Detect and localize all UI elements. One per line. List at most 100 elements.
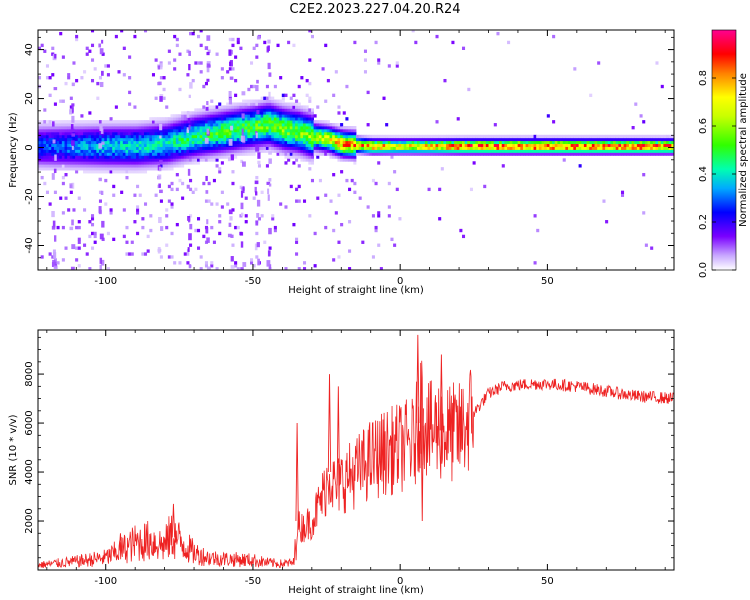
- heatmap-cell: [308, 81, 312, 86]
- heatmap-cell: [271, 143, 275, 147]
- heatmap-cell: [342, 158, 346, 162]
- heatmap-cell: [43, 164, 47, 168]
- heatmap-cell: [348, 267, 352, 270]
- heatmap-cell: [469, 140, 473, 145]
- heatmap-cell: [183, 149, 187, 153]
- heatmap-cell: [236, 131, 240, 136]
- heatmap-cell: [337, 240, 341, 244]
- heatmap-cell: [104, 149, 108, 153]
- heatmap-cell: [141, 217, 145, 221]
- heatmap-cell: [382, 140, 386, 145]
- heatmap-cell: [483, 134, 487, 139]
- heatmap-cell: [247, 114, 251, 118]
- heatmap-cell: [178, 52, 182, 56]
- heatmap-cell: [85, 146, 89, 150]
- heatmap-cell: [144, 143, 148, 147]
- snr-spike: [416, 334, 420, 424]
- heatmap-cell: [382, 152, 386, 156]
- colorbar-label: Normalized spectral amplitude: [738, 73, 749, 227]
- heatmap-cell: [475, 140, 479, 145]
- heatmap-cell: [289, 111, 293, 115]
- heatmap-cell: [170, 149, 174, 153]
- heatmap-cell: [586, 149, 590, 153]
- heatmap-cell: [292, 149, 296, 153]
- heatmap-cell: [281, 134, 285, 139]
- heatmap-cell: [607, 152, 611, 156]
- heatmap-cell: [459, 228, 463, 233]
- heatmap-cell: [199, 140, 203, 145]
- heatmap-cell: [623, 140, 627, 145]
- heatmap-cell: [536, 146, 540, 150]
- heatmap-cell: [77, 126, 81, 130]
- heatmap-cell: [552, 140, 556, 145]
- heatmap-cell: [305, 105, 309, 109]
- heatmap-cell: [175, 161, 179, 165]
- heatmap-cell: [197, 155, 201, 159]
- heatmap-cell: [125, 225, 129, 230]
- heatmap-cell: [40, 158, 44, 162]
- heatmap-cell: [59, 123, 63, 127]
- heatmap-cell: [256, 212, 260, 218]
- heatmap-cell: [560, 149, 564, 153]
- heatmap-cell: [398, 137, 402, 142]
- heatmap-cell: [157, 131, 161, 136]
- heatmap-cell: [546, 152, 550, 156]
- heatmap-cell: [446, 152, 450, 156]
- heatmap-cell: [112, 167, 116, 171]
- heatmap-cell: [173, 67, 177, 71]
- heatmap-cell: [610, 149, 614, 153]
- heatmap-cell: [326, 149, 330, 153]
- heatmap-cell: [334, 211, 338, 215]
- heatmap-cell: [292, 102, 296, 106]
- heatmap-cell: [263, 117, 267, 121]
- heatmap-cell: [427, 140, 431, 145]
- heatmap-cell: [40, 143, 44, 147]
- heatmap-cell: [157, 126, 161, 130]
- heatmap-cell: [353, 161, 357, 165]
- heatmap-cell: [623, 149, 627, 153]
- heatmap-cell: [273, 120, 277, 124]
- heatmap-cell: [385, 152, 389, 156]
- heatmap-cell: [308, 143, 312, 147]
- heatmap-cell: [268, 126, 272, 130]
- heatmap-cell: [255, 117, 259, 121]
- heatmap-cell: [292, 140, 296, 145]
- heatmap-cell: [114, 140, 118, 145]
- heatmap-cell: [159, 131, 163, 136]
- heatmap-cell: [239, 214, 243, 218]
- heatmap-cell: [395, 143, 399, 147]
- heatmap-cell: [419, 152, 423, 156]
- heatmap-cell: [186, 137, 190, 142]
- heatmap-cell: [218, 155, 222, 159]
- heatmap-cell: [525, 146, 529, 150]
- heatmap-cell: [250, 108, 254, 112]
- heatmap-cell: [64, 131, 68, 136]
- heatmap-cell: [305, 158, 309, 162]
- heatmap-cell: [52, 121, 55, 127]
- heatmap-cell: [38, 46, 42, 50]
- heatmap-cell: [279, 111, 283, 115]
- heatmap-cell: [374, 181, 378, 186]
- heatmap-cell: [310, 117, 314, 121]
- heatmap-cell: [295, 134, 299, 139]
- heatmap-cell: [70, 128, 75, 132]
- heatmap-cell: [289, 152, 293, 156]
- heatmap-cell: [173, 58, 177, 62]
- heatmap-cell: [98, 134, 102, 139]
- heatmap-cell: [236, 128, 240, 133]
- heatmap-cell: [101, 134, 105, 139]
- heatmap-cell: [204, 155, 208, 159]
- heatmap-cell: [356, 146, 360, 150]
- heatmap-cell: [149, 152, 153, 156]
- heatmap-cell: [112, 152, 116, 156]
- heatmap-cell: [244, 99, 248, 103]
- heatmap-cell: [260, 149, 264, 153]
- heatmap-cell: [173, 117, 177, 121]
- heatmap-cell: [51, 149, 55, 153]
- heatmap-cell: [130, 126, 134, 130]
- heatmap-cell: [308, 128, 312, 133]
- heatmap-cell: [206, 61, 211, 65]
- heatmap-cell: [440, 140, 444, 145]
- y-tick-label: 2000: [24, 508, 35, 533]
- heatmap-cell: [252, 102, 256, 106]
